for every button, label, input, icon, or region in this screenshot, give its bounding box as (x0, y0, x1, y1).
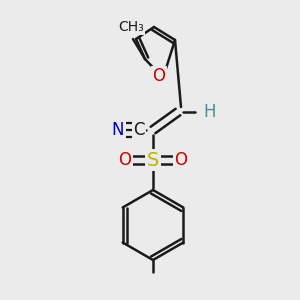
Text: O: O (118, 151, 131, 169)
Text: O: O (175, 151, 188, 169)
Text: N: N (112, 121, 124, 139)
Text: O: O (152, 67, 166, 85)
Text: C: C (133, 121, 145, 139)
Text: S: S (147, 151, 159, 169)
Text: CH₃: CH₃ (118, 20, 144, 34)
Text: H: H (203, 103, 215, 121)
